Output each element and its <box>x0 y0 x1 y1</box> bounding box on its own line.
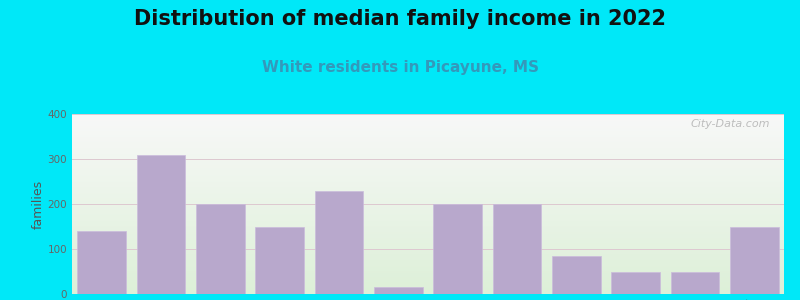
Bar <box>78 231 126 294</box>
Bar <box>137 154 186 294</box>
Text: White residents in Picayune, MS: White residents in Picayune, MS <box>262 60 538 75</box>
Bar <box>493 204 542 294</box>
Bar <box>730 226 778 294</box>
Text: City-Data.com: City-Data.com <box>690 119 770 129</box>
Bar <box>374 287 422 294</box>
Bar <box>196 204 245 294</box>
Bar <box>670 272 719 294</box>
Bar <box>611 272 660 294</box>
Bar <box>434 204 482 294</box>
Y-axis label: families: families <box>32 179 45 229</box>
Bar <box>314 190 363 294</box>
Text: Distribution of median family income in 2022: Distribution of median family income in … <box>134 9 666 29</box>
Bar <box>255 226 304 294</box>
Bar <box>552 256 601 294</box>
